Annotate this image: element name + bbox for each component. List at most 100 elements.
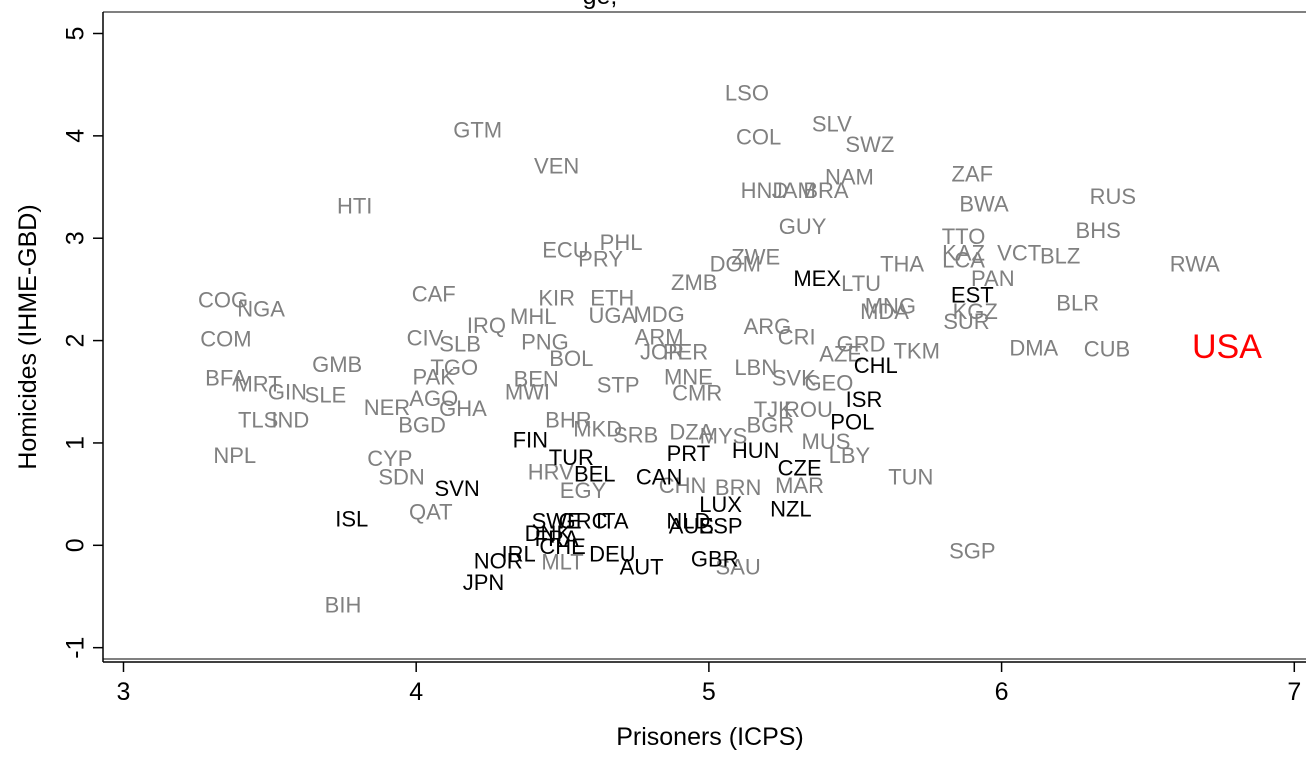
- point-label: SUR: [943, 309, 989, 334]
- point-label: MAR: [775, 473, 824, 498]
- point-label: TGO: [430, 355, 478, 380]
- point-label: SLE: [305, 383, 347, 408]
- point-label: COG: [198, 287, 248, 312]
- point-label: PER: [663, 340, 708, 365]
- point-label: ZMB: [671, 270, 717, 295]
- point-label: SWE: [532, 509, 582, 534]
- point-label: MYS: [700, 424, 748, 449]
- point-label: TKM: [893, 339, 939, 364]
- point-label: SVK: [772, 365, 816, 390]
- point-label: BIH: [325, 593, 362, 618]
- y-axis-label: Homicides (IHME-GBD): [14, 204, 42, 469]
- point-label: GBR: [691, 546, 739, 571]
- point-label: TUR: [549, 445, 594, 470]
- point-label: DEU: [589, 541, 635, 566]
- point-label: SDN: [378, 465, 424, 490]
- point-label: GTM: [453, 118, 502, 143]
- point-label: ARM: [635, 324, 684, 349]
- point-label: GUY: [779, 214, 827, 239]
- point-label: UGA: [588, 303, 636, 328]
- point-label: BRN: [715, 475, 761, 500]
- point-label: KGZ: [953, 299, 998, 324]
- point-label: LCA: [942, 248, 985, 273]
- point-label: BWA: [959, 191, 1009, 216]
- point-label: CYP: [367, 446, 412, 471]
- point-label: ECU: [542, 237, 588, 262]
- point-label: TTO: [942, 224, 986, 249]
- point-label: CIV: [407, 325, 444, 350]
- point-label: TLS: [238, 407, 278, 432]
- point-label: CHN: [659, 473, 707, 498]
- point-label: MRT: [234, 371, 281, 396]
- point-label: DNK: [525, 521, 572, 546]
- point-label: USA: [1192, 328, 1262, 366]
- point-label: RUS: [1090, 184, 1136, 209]
- point-label: ITA: [596, 509, 629, 534]
- y-tick-label: -1: [62, 637, 90, 659]
- point-label: MHL: [510, 304, 556, 329]
- point-label: LTU: [841, 271, 881, 296]
- point-label: CMR: [672, 381, 722, 406]
- point-label: CHE: [539, 534, 585, 559]
- point-label: JPN: [463, 570, 505, 595]
- point-label: KAZ: [942, 240, 985, 265]
- x-axis-label: Prisoners (ICPS): [616, 723, 804, 751]
- point-label: MKD: [573, 416, 622, 441]
- point-label: ISR: [846, 387, 883, 412]
- point-label: SGP: [949, 538, 995, 563]
- point-label: VEN: [534, 153, 579, 178]
- point-label: ISL: [335, 507, 368, 532]
- point-label: BLZ: [1040, 243, 1080, 268]
- point-label: GRD: [837, 332, 886, 357]
- point-label: PAN: [971, 266, 1015, 291]
- point-label: GIN: [268, 380, 307, 405]
- point-label: PAK: [413, 364, 456, 389]
- point-label: STP: [597, 372, 640, 397]
- point-label: ZAF: [952, 162, 994, 187]
- point-label: BGR: [747, 412, 795, 437]
- point-label: POL: [830, 409, 874, 434]
- point-label: MWI: [505, 380, 550, 405]
- point-label: DZA: [669, 420, 713, 445]
- point-label: BEL: [574, 462, 616, 487]
- point-label: GRC: [559, 509, 608, 534]
- point-label: COL: [736, 125, 781, 150]
- point-label: JOR: [640, 340, 684, 365]
- point-label: CAN: [636, 465, 682, 490]
- point-label: FIN: [513, 428, 548, 453]
- x-tick-label: 7: [1287, 678, 1301, 706]
- point-label: MDA: [860, 299, 909, 324]
- point-label: PRY: [578, 247, 623, 272]
- point-label: IRL: [502, 541, 536, 566]
- point-label: MNE: [664, 364, 713, 389]
- point-label: PNG: [521, 329, 569, 354]
- point-label: LUX: [699, 492, 742, 517]
- point-label: ESP: [699, 514, 743, 539]
- point-label: CZE: [778, 455, 822, 480]
- point-label: LBN: [734, 355, 777, 380]
- point-label: BHR: [545, 407, 591, 432]
- point-label: IND: [271, 407, 309, 432]
- point-label: ETH: [590, 285, 634, 310]
- point-label: BOL: [549, 346, 593, 371]
- point-label: FRA: [535, 526, 579, 551]
- point-label: MUS: [802, 429, 851, 454]
- point-label: EGY: [560, 478, 607, 503]
- point-label: SAU: [716, 555, 761, 580]
- point-label: ARG: [744, 314, 792, 339]
- point-label: EST: [951, 282, 994, 307]
- point-label: AUT: [620, 555, 664, 580]
- x-tick-label: 5: [702, 678, 716, 706]
- point-label: IRQ: [467, 313, 506, 338]
- point-label: NAM: [825, 165, 874, 190]
- y-tick-label: 4: [62, 129, 90, 143]
- point-label: VCT: [997, 240, 1041, 265]
- point-label: BRA: [803, 178, 849, 203]
- point-label: HTI: [337, 193, 372, 218]
- point-label: GEO: [804, 370, 853, 395]
- point-label: SLV: [812, 111, 852, 136]
- point-label: TUN: [888, 465, 933, 490]
- point-label: BFA: [205, 365, 247, 390]
